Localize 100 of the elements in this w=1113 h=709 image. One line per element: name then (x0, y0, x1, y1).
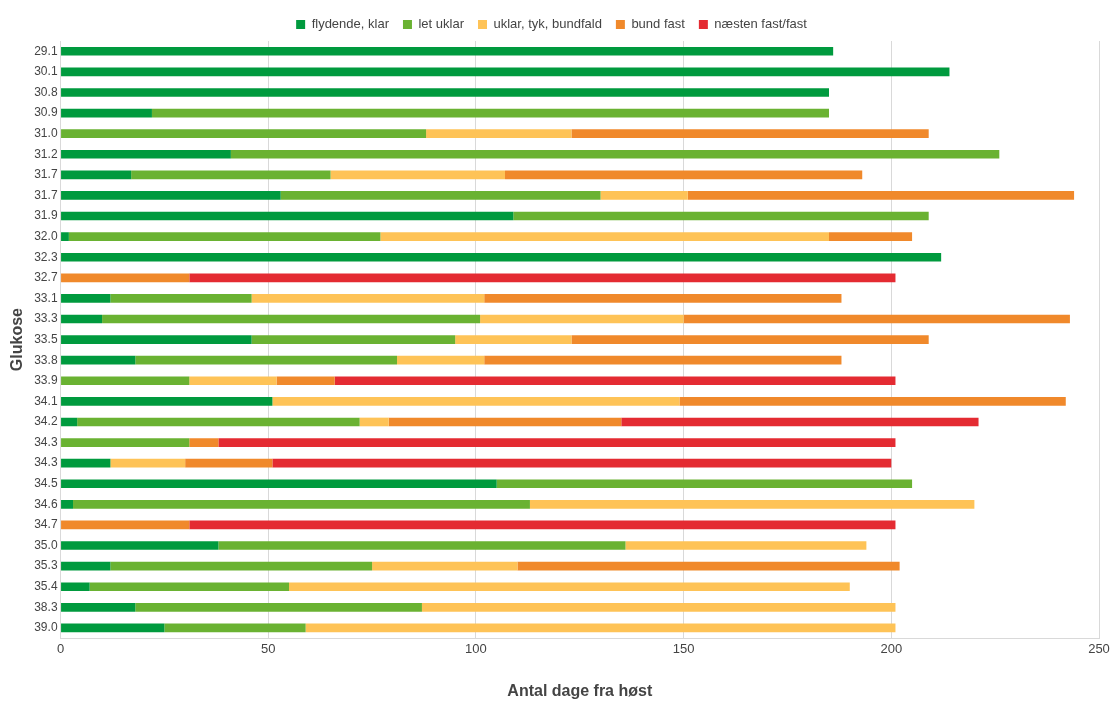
y-tick-label: 33.1 (34, 290, 58, 305)
bar (334, 376, 896, 386)
bar (61, 438, 190, 447)
bar (380, 232, 829, 241)
legend-label: bund fast (631, 16, 686, 32)
y-tick-label: 35.3 (34, 558, 58, 573)
y-tick-label: 32.7 (34, 270, 58, 285)
bar (421, 602, 896, 612)
bar (276, 376, 335, 386)
bar (61, 561, 111, 571)
bar (135, 355, 398, 365)
bar (61, 541, 219, 550)
bar (102, 314, 481, 324)
y-tick-label: 32.0 (34, 228, 58, 243)
y-tick-label: 39.0 (34, 620, 58, 635)
bar (484, 294, 842, 303)
y-tick-label: 33.3 (34, 311, 58, 326)
x-tick-label: 250 (1088, 640, 1110, 656)
bar (61, 88, 829, 97)
bar (388, 417, 622, 427)
bar (61, 602, 136, 612)
y-tick-label: 31.9 (34, 208, 58, 223)
x-tick-label: 100 (465, 640, 487, 656)
bar (61, 458, 111, 468)
bar (61, 397, 273, 406)
bar (61, 355, 136, 365)
bar (89, 582, 290, 592)
bar (189, 520, 896, 530)
bar (61, 314, 103, 324)
bar (455, 335, 572, 344)
bar (683, 314, 1070, 324)
bar (625, 541, 867, 550)
bar (289, 582, 850, 592)
bar (61, 417, 78, 427)
bar (164, 623, 306, 633)
bar (305, 623, 896, 633)
y-tick-label: 32.3 (34, 249, 58, 264)
bar (61, 520, 190, 530)
bar (829, 232, 913, 241)
bar (513, 211, 929, 221)
bar (372, 561, 518, 571)
y-tick-label: 34.5 (34, 476, 58, 491)
bar (61, 170, 132, 180)
y-tick-label: 30.8 (34, 84, 58, 99)
bar (110, 561, 373, 571)
bar (251, 335, 456, 344)
bar (61, 129, 427, 138)
bar (330, 170, 506, 180)
bar (151, 108, 829, 118)
y-tick-label: 31.2 (34, 146, 58, 161)
bar (426, 129, 572, 138)
bar (189, 438, 219, 447)
bar (61, 67, 950, 77)
bar (251, 294, 485, 303)
bar (61, 108, 152, 118)
bar (397, 355, 485, 365)
x-axis-title: Antal dage fra høst (507, 681, 653, 699)
bar (61, 46, 834, 56)
bar (359, 417, 389, 427)
bar (571, 129, 929, 138)
bar (61, 582, 90, 592)
y-tick-label: 31.7 (34, 167, 58, 182)
bar (185, 458, 273, 468)
bar (61, 376, 190, 386)
y-tick-label: 34.1 (34, 393, 58, 408)
bar (480, 314, 684, 324)
y-tick-label: 33.8 (34, 352, 58, 367)
legend-label: uklar, tyk, bundfald (493, 16, 602, 32)
bar (218, 541, 626, 550)
bar (272, 458, 892, 468)
bar (600, 191, 688, 200)
bar (679, 397, 1066, 406)
bar (61, 500, 74, 509)
y-tick-label: 35.0 (34, 537, 58, 552)
legend-label: let uklar (418, 16, 465, 32)
y-tick-label: 34.3 (34, 434, 58, 449)
bar (505, 170, 863, 180)
y-tick-label: 31.7 (34, 187, 58, 202)
bar (110, 294, 252, 303)
y-tick-label: 33.9 (34, 373, 58, 388)
bar (61, 211, 514, 221)
x-tick-label: 50 (261, 640, 276, 656)
bar (529, 500, 975, 509)
bar (61, 252, 942, 262)
bar (61, 623, 165, 633)
bar (687, 191, 1075, 200)
bar (496, 479, 913, 489)
bar (131, 170, 331, 180)
y-tick-label: 35.4 (34, 579, 58, 594)
y-tick-label: 34.3 (34, 455, 58, 470)
y-tick-label: 38.3 (34, 599, 58, 614)
x-tick-label: 150 (672, 640, 695, 656)
bar (61, 294, 111, 303)
y-tick-label: 34.6 (34, 496, 58, 511)
y-tick-label: 31.0 (34, 125, 58, 140)
bar (61, 149, 231, 159)
bar (571, 335, 929, 344)
bar (61, 479, 497, 489)
y-tick-label: 29.1 (34, 43, 58, 58)
y-tick-label: 30.9 (34, 105, 58, 120)
